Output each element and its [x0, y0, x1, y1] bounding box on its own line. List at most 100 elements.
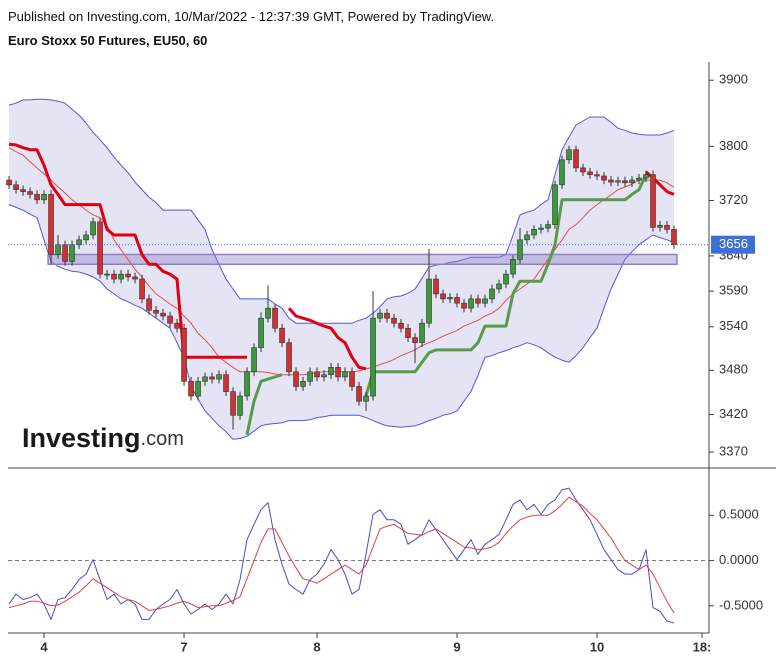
candle-body	[209, 376, 215, 380]
y-tick-label: 3540	[719, 318, 748, 333]
logo: Investing.com	[22, 423, 184, 453]
candle-body	[580, 167, 586, 173]
supertrend-line	[364, 173, 648, 397]
y-tick-label: 3420	[719, 406, 748, 421]
candle-body	[363, 395, 369, 402]
candle-body	[328, 367, 334, 376]
candle-body	[454, 297, 460, 304]
candle-body	[34, 194, 40, 201]
series-line	[8, 487, 675, 624]
candle-body	[223, 374, 229, 392]
candle-body	[153, 310, 159, 314]
candle-body	[643, 174, 649, 179]
candle-body	[503, 273, 509, 285]
candle-body	[489, 288, 495, 300]
candle-body	[62, 244, 68, 262]
candle-body	[55, 244, 61, 255]
candle-body	[251, 347, 257, 373]
candle-body	[608, 179, 614, 183]
candle-body	[657, 224, 663, 228]
candle-body	[342, 371, 348, 378]
candle-body	[384, 312, 390, 319]
candle-body	[335, 367, 341, 378]
x-tick-label: 4	[40, 639, 48, 654]
candle-body	[104, 273, 110, 276]
supertrend-line	[8, 142, 247, 359]
candle-body	[69, 244, 75, 262]
candle-body	[412, 337, 418, 343]
candle-body	[370, 317, 376, 397]
candle-body	[475, 298, 481, 304]
y-tick-label: 3370	[719, 444, 748, 459]
candle-body	[531, 229, 537, 236]
candle-body	[300, 381, 306, 387]
candle-body	[111, 273, 117, 280]
zone	[47, 253, 678, 266]
candle-body	[405, 327, 411, 338]
y-tick-label: 3800	[719, 138, 748, 153]
last-price-label: 3656	[719, 236, 748, 251]
candle-body	[202, 376, 208, 382]
candle-body	[237, 395, 243, 416]
candle-body	[636, 177, 642, 181]
candle-body	[321, 374, 327, 378]
candle-body	[195, 381, 201, 397]
basis-line	[8, 147, 675, 376]
candle-body	[279, 327, 285, 343]
candle-body	[615, 180, 621, 183]
candle-body	[307, 371, 313, 382]
candle-body	[552, 184, 558, 225]
x-tick-label: 9	[453, 639, 460, 654]
candle-body	[97, 221, 103, 275]
candle-body	[293, 371, 299, 387]
candle-body	[671, 229, 677, 245]
candle-body	[125, 273, 131, 278]
candle-body	[566, 149, 572, 161]
candle-body	[132, 276, 138, 280]
candle-body	[433, 278, 439, 295]
candle-body	[391, 317, 397, 324]
candle-body	[349, 371, 355, 387]
candle-body	[286, 342, 292, 373]
candle-body	[426, 278, 432, 324]
x-tick-label: 18:	[693, 639, 712, 654]
candle-body	[20, 189, 26, 192]
candle-body	[461, 302, 467, 309]
candle-body	[181, 327, 187, 382]
y-tick-label: 3720	[719, 192, 748, 207]
candle-body	[76, 239, 82, 245]
x-tick-label: 10	[590, 639, 604, 654]
candle-body	[573, 149, 579, 169]
x-tick-label: 7	[180, 639, 187, 654]
candle-body	[48, 194, 54, 255]
candle-body	[272, 307, 278, 329]
candle-body	[188, 381, 194, 397]
x-tick-label: 8	[313, 639, 320, 654]
candle-body	[559, 159, 565, 186]
candle-body	[440, 293, 446, 300]
candle-body	[517, 239, 523, 260]
y-tick-label: 0.0000	[719, 552, 759, 567]
candle-body	[510, 259, 516, 275]
logo-suffix: .com	[141, 428, 184, 450]
candle-body	[258, 317, 264, 349]
chart-title: Euro Stoxx 50 Futures, EU50, 60	[8, 33, 208, 48]
candle-body	[545, 224, 551, 229]
published-note: Published on Investing.com, 10/Mar/2022 …	[8, 9, 495, 24]
candle-body	[27, 191, 33, 195]
candle-body	[601, 175, 607, 181]
candle-body	[587, 171, 593, 175]
candle-body	[230, 391, 236, 416]
candle-body	[468, 298, 474, 309]
candle-body	[496, 283, 502, 290]
candle-body	[650, 174, 656, 228]
candle-body	[244, 371, 250, 397]
candle-body	[41, 194, 47, 201]
y-tick-label: 0.5000	[719, 507, 759, 522]
candle-body	[167, 315, 173, 324]
candle-body	[538, 227, 544, 230]
candle-body	[13, 184, 19, 190]
candle-body	[6, 179, 12, 186]
candle-body	[174, 322, 180, 329]
